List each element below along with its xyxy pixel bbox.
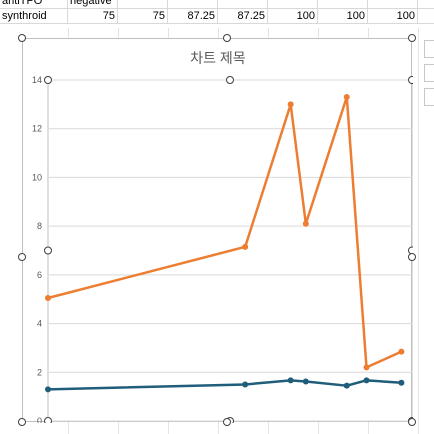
- line-chart-svg: 0246810121420202020202121212121222222222…: [32, 75, 413, 423]
- chart-title[interactable]: 차트 제목: [190, 50, 246, 66]
- data-point: [302, 378, 309, 385]
- cell-empty[interactable]: [218, 0, 268, 8]
- data-point: [45, 294, 51, 301]
- chart-resize-handle[interactable]: [18, 418, 26, 426]
- y-tick-label: 14: [32, 75, 42, 85]
- cell-empty[interactable]: [268, 0, 318, 8]
- column-gridline: [418, 28, 419, 434]
- cell-value[interactable]: 75: [118, 9, 168, 23]
- cell-value[interactable]: 87.25: [218, 9, 268, 23]
- series-line: [47, 95, 402, 369]
- cell-value[interactable]: negative: [68, 0, 118, 8]
- cell-empty[interactable]: [368, 0, 418, 8]
- sheet-row-synthroid: synthroid 75 75 87.25 87.25 100 100 100: [0, 9, 434, 24]
- chart-resize-handle[interactable]: [223, 34, 231, 42]
- data-point: [45, 386, 51, 393]
- y-tick-label: 0: [37, 416, 42, 423]
- chart-styles-button[interactable]: [424, 64, 434, 82]
- plot-area-handle: [44, 76, 52, 84]
- data-point: [398, 348, 405, 355]
- data-point: [343, 382, 350, 389]
- chart-resize-handle[interactable]: [408, 34, 416, 42]
- data-point: [287, 377, 294, 384]
- data-point: [242, 381, 249, 388]
- plot-area-handle: [44, 246, 52, 255]
- chart-elements-button[interactable]: [424, 40, 434, 58]
- chart-filters-button[interactable]: [424, 88, 434, 106]
- sheet-row-antitpo: antiTPO negative: [0, 0, 434, 9]
- cell-label[interactable]: antiTPO: [0, 0, 68, 8]
- y-tick-label: 6: [37, 270, 42, 280]
- chart-area[interactable]: 차트 제목 0246810121420202020202121212121222…: [22, 38, 413, 423]
- y-tick-label: 2: [37, 367, 42, 377]
- data-point: [302, 220, 309, 227]
- cell-value[interactable]: 100: [368, 9, 418, 23]
- cell-empty[interactable]: [118, 0, 168, 8]
- chart-resize-handle[interactable]: [408, 253, 416, 261]
- cell-empty[interactable]: [318, 0, 368, 8]
- cell-value[interactable]: 100: [318, 9, 368, 23]
- cell-empty[interactable]: [168, 0, 218, 8]
- chart-resize-handle[interactable]: [408, 418, 416, 426]
- y-tick-label: 10: [32, 172, 42, 182]
- chart-resize-handle[interactable]: [18, 34, 26, 42]
- plot-area-handle: [44, 417, 52, 423]
- plot-area-handle: [408, 76, 413, 84]
- data-point: [398, 379, 405, 386]
- chart-resize-handle[interactable]: [223, 418, 231, 426]
- data-point: [363, 364, 370, 371]
- data-point: [363, 377, 370, 384]
- y-tick-label: 8: [37, 221, 42, 231]
- cell-value[interactable]: 100: [268, 9, 318, 23]
- data-point: [287, 101, 294, 108]
- cell-value[interactable]: 87.25: [168, 9, 218, 23]
- y-tick-label: 4: [37, 319, 42, 329]
- cell-label[interactable]: synthroid: [0, 9, 68, 23]
- plot-area-handle: [226, 76, 234, 84]
- data-point: [242, 243, 249, 250]
- y-tick-label: 12: [32, 124, 42, 134]
- data-point: [343, 94, 350, 101]
- cell-value[interactable]: 75: [68, 9, 118, 23]
- chart-resize-handle[interactable]: [18, 253, 26, 261]
